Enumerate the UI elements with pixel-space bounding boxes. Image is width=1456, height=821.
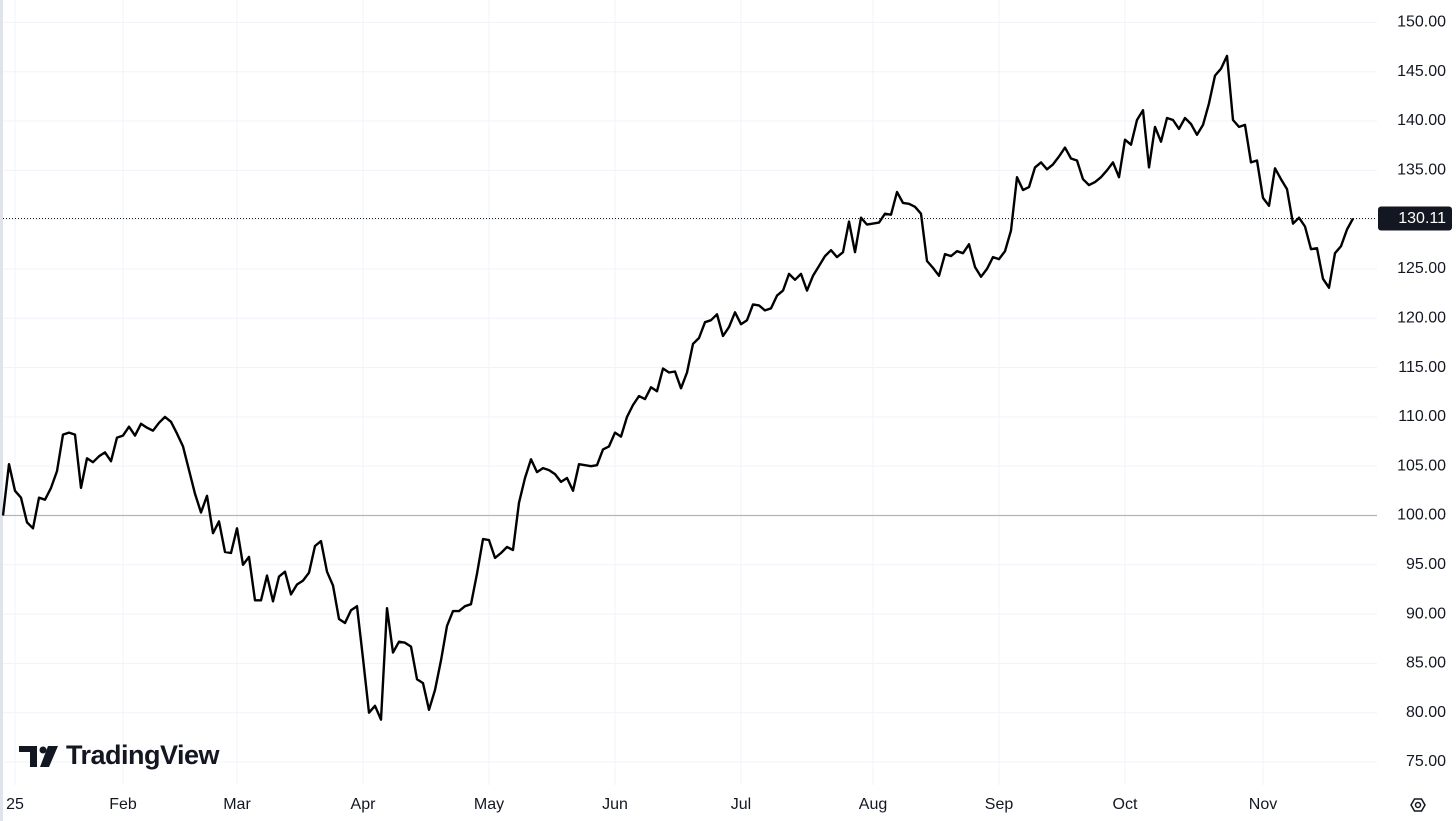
watermark: TradingView [66, 740, 221, 770]
settings-icon[interactable] [1410, 798, 1426, 812]
y-tick-label: 135.00 [1397, 162, 1446, 179]
y-tick-label: 100.00 [1397, 507, 1446, 524]
settings-button[interactable] [1410, 798, 1426, 812]
x-tick-label: Jul [731, 796, 751, 813]
y-tick-label: 110.00 [1398, 408, 1446, 425]
x-tick-label: Nov [1249, 796, 1277, 813]
y-tick-label: 140.00 [1397, 112, 1446, 129]
y-tick-label: 125.00 [1397, 260, 1446, 277]
logo-icon [40, 746, 58, 767]
y-tick-label: 145.00 [1397, 63, 1446, 80]
x-tick-label: Sep [985, 796, 1014, 813]
x-tick-label: Mar [223, 796, 251, 813]
last-price-label: 130.11 [1398, 210, 1446, 227]
settings-icon[interactable] [1414, 801, 1422, 809]
logo: TradingView [19, 740, 221, 770]
last-price-box [1378, 206, 1452, 231]
left-border [0, 0, 3, 821]
price-line [1, 54, 1355, 721]
y-tick-label: 150.00 [1397, 14, 1446, 31]
y-tick-label: 90.00 [1406, 605, 1446, 622]
x-tick-label: May [474, 796, 504, 813]
y-tick-label: 95.00 [1406, 556, 1446, 573]
y-tick-label: 105.00 [1397, 457, 1446, 474]
x-tick-label: Oct [1113, 796, 1138, 813]
x-tick-label: Aug [859, 796, 887, 813]
x-tick-label: 25 [6, 796, 24, 813]
x-tick-label: Feb [109, 796, 137, 813]
x-tick-label: Jun [602, 796, 628, 813]
grid [3, 0, 1377, 785]
y-tick-label: 120.00 [1397, 309, 1446, 326]
y-tick-label: 85.00 [1406, 655, 1446, 672]
y-tick-label: 115.00 [1398, 359, 1446, 376]
x-tick-label: Apr [351, 796, 377, 813]
y-tick-label: 75.00 [1406, 753, 1446, 770]
logo-icon [19, 746, 37, 767]
logo-icon [39, 746, 47, 754]
plot [1, 54, 1377, 721]
y-tick-label: 80.00 [1406, 704, 1446, 721]
